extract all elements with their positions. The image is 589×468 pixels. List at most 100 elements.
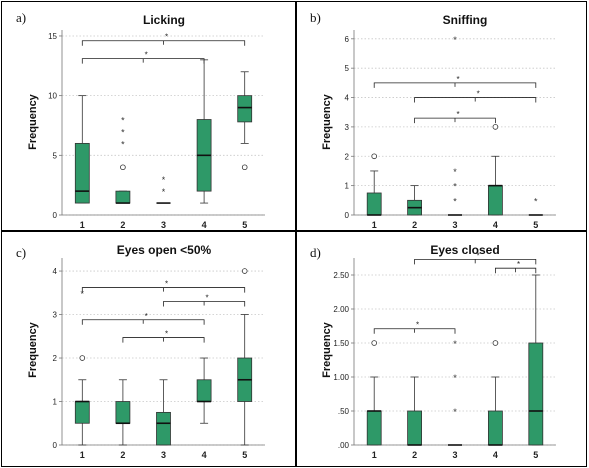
extreme-point: * xyxy=(453,182,457,192)
x-tick-label: 3 xyxy=(452,220,457,230)
y-tick-label: 3 xyxy=(345,123,350,132)
box-3 xyxy=(156,379,171,446)
significance-bracket: * xyxy=(373,75,537,88)
x-tick-label: 4 xyxy=(493,450,498,460)
y-tick-label: 2 xyxy=(345,152,350,161)
extreme-point: * xyxy=(453,339,457,349)
y-tick-label: 0 xyxy=(53,211,58,220)
box-4 xyxy=(487,376,503,446)
extreme-point: * xyxy=(121,139,125,149)
panel-label: a) xyxy=(16,10,26,25)
outlier-point xyxy=(371,340,378,346)
y-tick-label: 4 xyxy=(345,94,350,103)
outlier-point xyxy=(241,268,248,274)
y-axis-label: Frequency xyxy=(321,321,333,378)
y-axis-label: Frequency xyxy=(321,93,333,150)
plot-area xyxy=(354,30,556,215)
y-tick-label: .00 xyxy=(338,441,350,450)
x-tick-label: 3 xyxy=(161,450,166,460)
box-2 xyxy=(115,190,131,204)
bracket-line xyxy=(81,319,205,325)
x-tick-label: 5 xyxy=(242,220,247,230)
extreme-point: * xyxy=(121,127,125,137)
x-tick-label: 1 xyxy=(372,450,377,460)
box-iqr xyxy=(237,95,253,123)
panel-4: d) Eyes closed Frequency .00 .50 1.00 1.50 2.00… xyxy=(310,243,556,460)
box-iqr xyxy=(74,142,90,204)
significance-label: * xyxy=(165,280,168,289)
significance-bracket: * xyxy=(414,90,537,103)
panel-label: b) xyxy=(310,10,321,25)
chart-title: Eyes open <50% xyxy=(117,243,212,257)
x-tick-label: 5 xyxy=(533,220,538,230)
y-tick-label: 5 xyxy=(53,151,58,160)
box-2 xyxy=(115,379,131,446)
y-tick-label: 10 xyxy=(48,92,57,101)
significance-label: * xyxy=(165,330,168,339)
significance-label: * xyxy=(477,251,480,260)
plot-area xyxy=(354,258,556,445)
y-tick-label: 2.00 xyxy=(333,305,349,314)
outlier-point xyxy=(120,164,126,171)
panel-3: c) Eyes open <50% Frequency 0 1 2 3 4 1 2 3 4 5 * * * * * xyxy=(16,243,265,460)
box-iqr xyxy=(115,401,131,424)
significance-bracket: * xyxy=(163,293,246,307)
extreme-point: * xyxy=(453,35,457,45)
significance-label: * xyxy=(517,260,520,269)
box-iqr xyxy=(366,192,382,216)
extreme-point: * xyxy=(81,289,85,299)
outlier-point xyxy=(371,153,378,160)
x-tick-label: 1 xyxy=(372,220,377,230)
x-tick-label: 4 xyxy=(202,450,207,460)
outlier-point xyxy=(492,340,499,346)
significance-label: * xyxy=(477,90,480,99)
chart-title: Eyes closed xyxy=(430,243,499,257)
y-tick-label: 4 xyxy=(53,267,58,276)
significance-label: * xyxy=(165,33,168,42)
box-1 xyxy=(74,95,90,204)
significance-bracket: * xyxy=(373,321,456,334)
x-tick-label: 2 xyxy=(120,220,125,230)
significance-label: * xyxy=(416,321,419,330)
significance-bracket: * xyxy=(414,251,537,265)
box-iqr xyxy=(196,379,212,402)
y-tick-label: 0 xyxy=(345,211,350,220)
x-tick-label: 1 xyxy=(80,220,85,230)
outlier-point xyxy=(492,124,499,130)
x-tick-label: 3 xyxy=(161,220,166,230)
extreme-point: * xyxy=(162,187,166,197)
significance-bracket: * xyxy=(414,110,496,124)
outlier-point xyxy=(79,355,86,361)
panel-frame-a xyxy=(1,1,296,231)
x-tick-label: 3 xyxy=(452,450,457,460)
significance-bracket: * xyxy=(495,260,537,274)
significance-label: * xyxy=(456,75,459,84)
y-tick-label: 5 xyxy=(345,64,350,73)
significance-bracket: * xyxy=(81,312,205,325)
y-tick-label: 1 xyxy=(53,398,58,407)
box-2 xyxy=(407,376,423,446)
box-iqr xyxy=(366,410,382,446)
extreme-point: * xyxy=(162,175,166,185)
extreme-point: * xyxy=(121,116,125,126)
y-tick-label: 1.00 xyxy=(333,373,349,382)
y-tick-label: 1 xyxy=(345,182,350,191)
x-tick-label: 5 xyxy=(533,450,538,460)
panel-frame-b xyxy=(296,1,587,231)
box-5 xyxy=(237,314,253,446)
panel-2: b) Sniffing Frequency 0 1 2 3 4 5 6 1 2 3 4 5 * * * * * * * * xyxy=(310,10,556,230)
box-4 xyxy=(196,357,212,424)
x-tick-label: 2 xyxy=(120,450,125,460)
outlier-point xyxy=(241,164,248,171)
box-4 xyxy=(487,155,503,216)
significance-bracket: * xyxy=(81,51,205,64)
box-1 xyxy=(366,170,382,216)
extreme-point: * xyxy=(453,196,457,206)
significance-bracket: * xyxy=(122,330,205,343)
extreme-point: * xyxy=(453,373,457,383)
significance-bracket: * xyxy=(81,33,246,46)
x-tick-label: 2 xyxy=(412,450,417,460)
box-5 xyxy=(237,71,253,144)
